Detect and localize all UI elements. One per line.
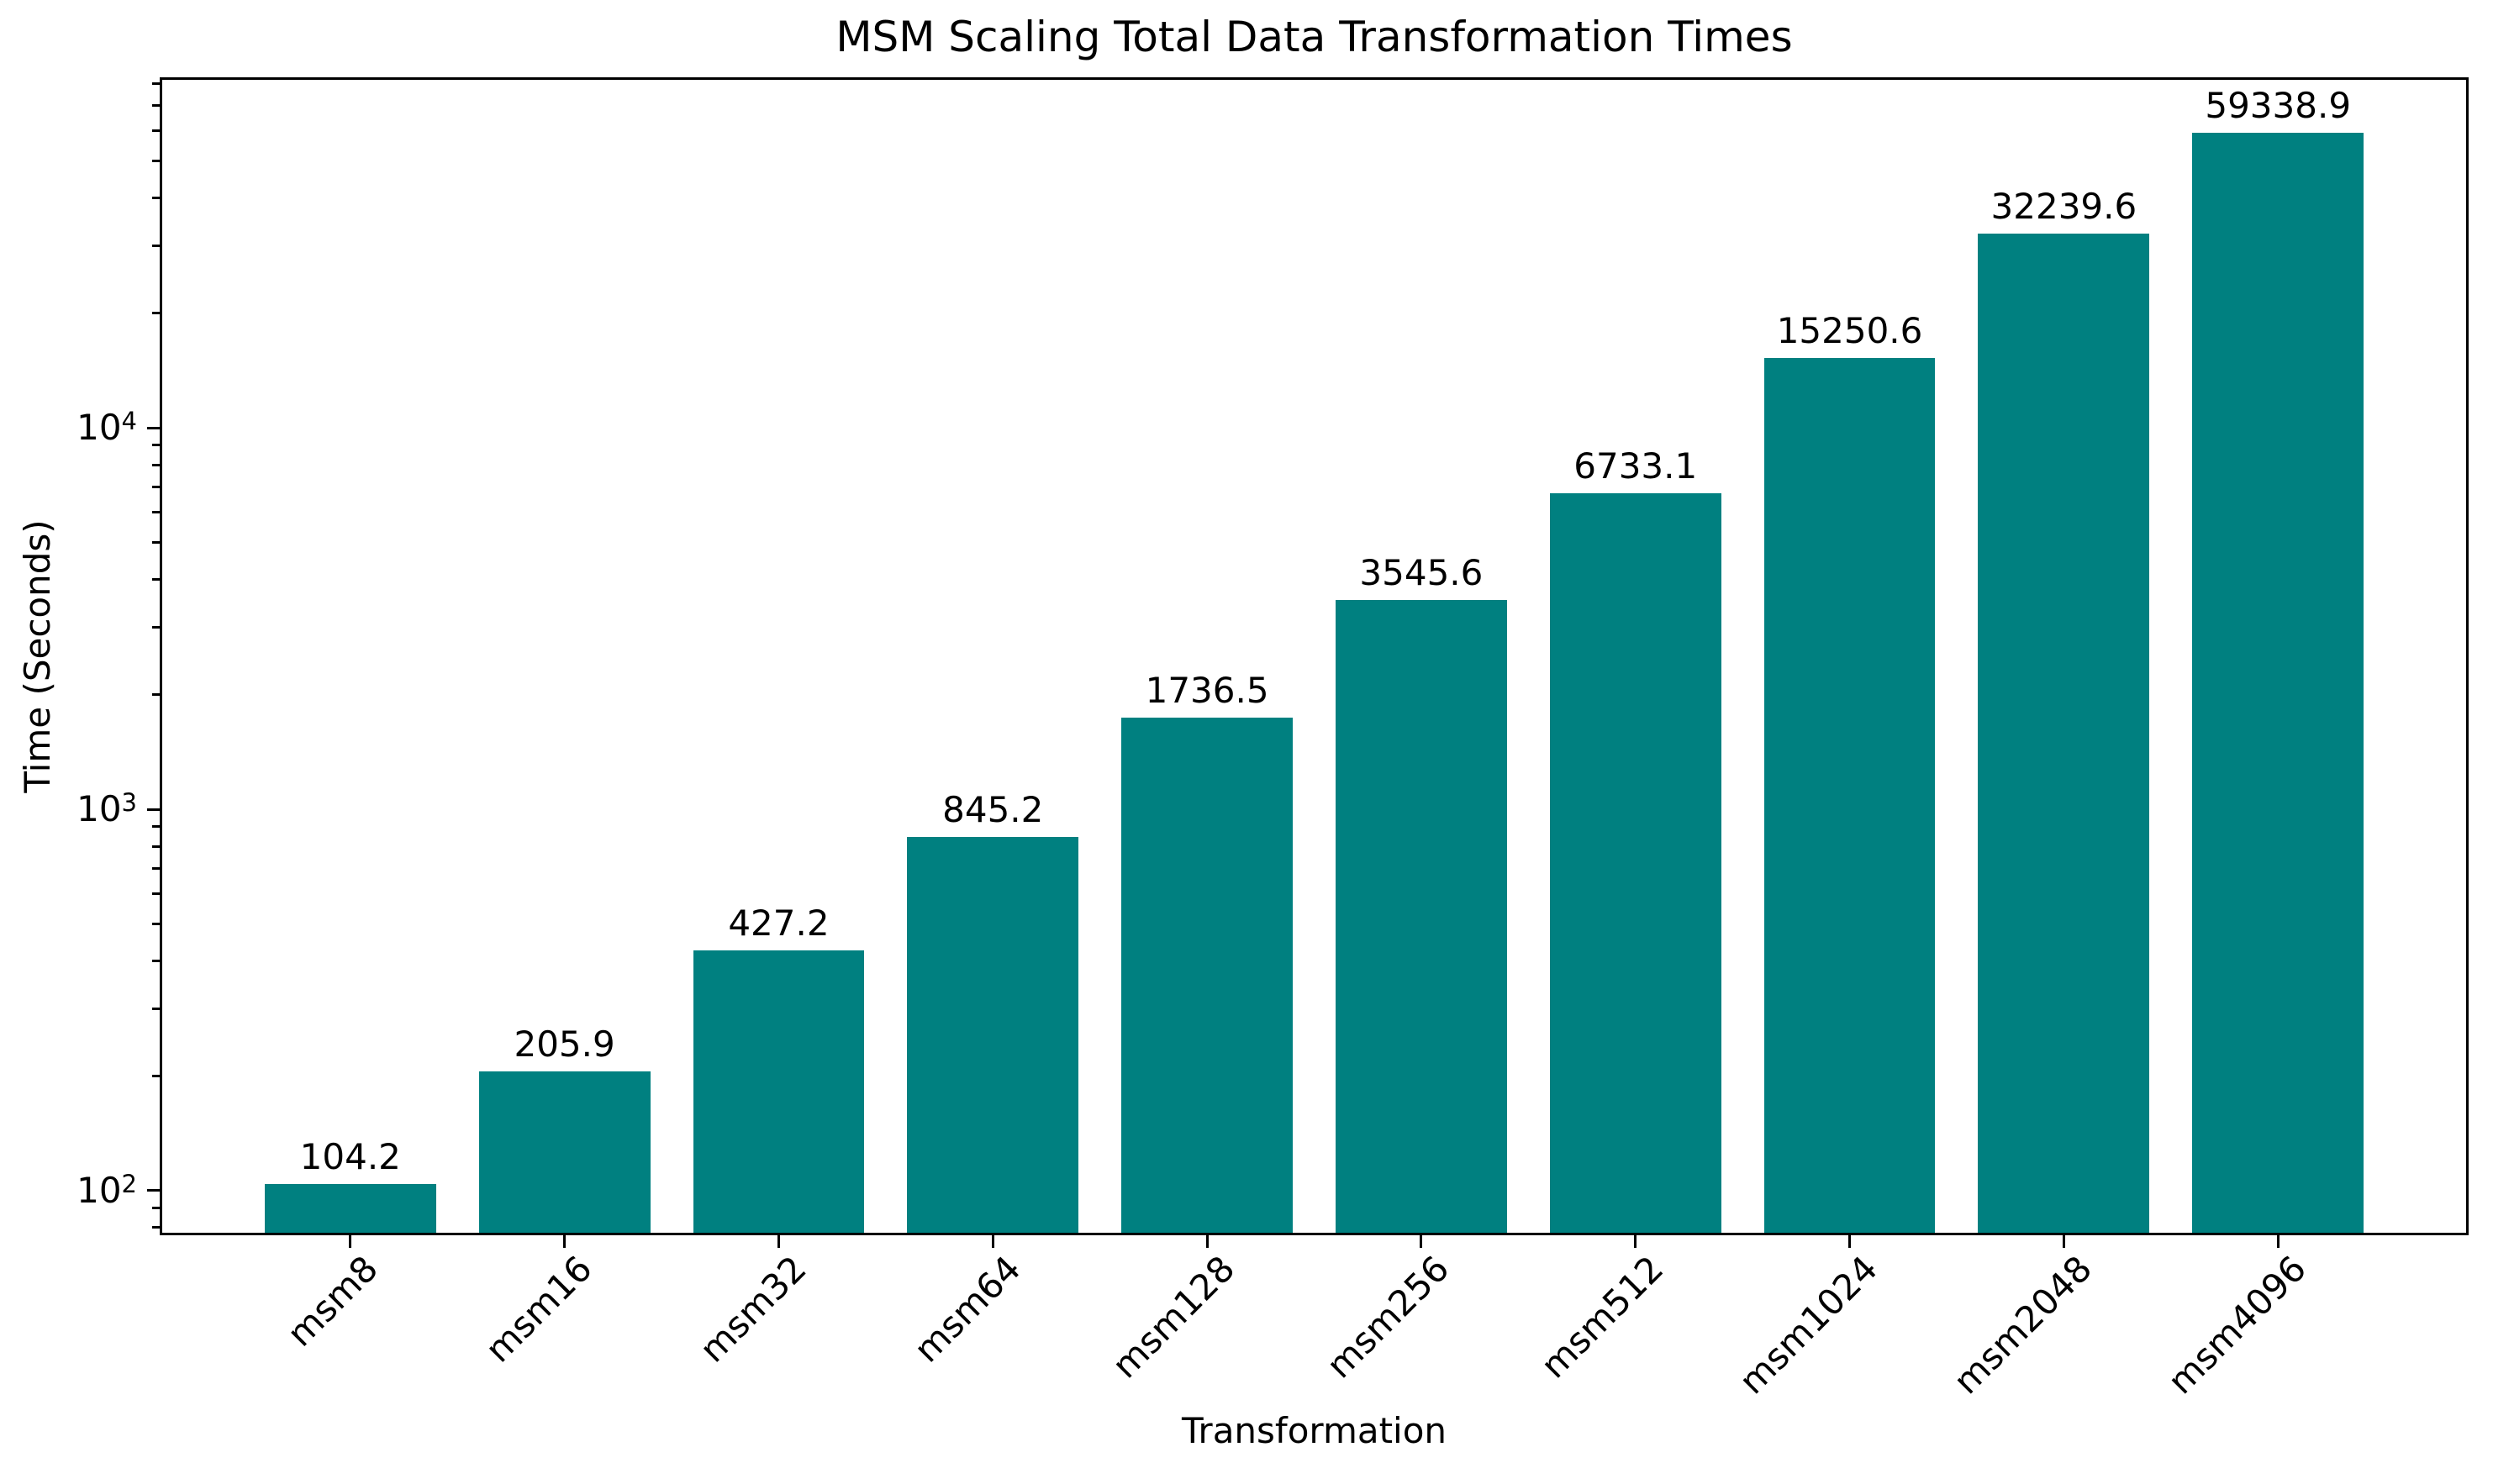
x-tick: [2276, 1235, 2280, 1248]
bar: [1549, 493, 1721, 1235]
y-tick-minor: [152, 578, 160, 581]
y-tick-minor: [152, 692, 160, 696]
x-tick: [1420, 1235, 1423, 1248]
y-tick-exponent: 3: [121, 788, 137, 818]
x-tick-label: msm256: [1318, 1247, 1457, 1387]
bar-value-label: 205.9: [514, 1023, 615, 1065]
chart-title: MSM Scaling Total Data Transformation Ti…: [835, 13, 1793, 61]
y-tick-major: [147, 808, 160, 811]
y-tick-minor: [152, 1226, 160, 1229]
x-tick-label: msm1024: [1731, 1247, 1886, 1402]
x-tick: [1634, 1235, 1637, 1248]
bar-value-label: 6733.1: [1573, 445, 1698, 487]
bar-value-label: 3545.6: [1359, 551, 1484, 593]
x-tick-label: msm32: [692, 1247, 814, 1371]
bar-value-label: 1736.5: [1145, 670, 1269, 712]
bar: [1763, 357, 1936, 1235]
y-tick-minor: [152, 82, 160, 85]
y-tick-major: [147, 426, 160, 429]
y-tick-minor: [152, 1207, 160, 1210]
bar-value-label: 32239.6: [1990, 186, 2137, 228]
x-tick-label: msm16: [477, 1247, 601, 1371]
bar-value-label: 427.2: [728, 902, 830, 944]
y-tick-minor: [152, 1074, 160, 1077]
x-tick: [991, 1235, 994, 1248]
x-tick-label: msm64: [906, 1247, 1029, 1371]
x-tick-label: msm4096: [2159, 1247, 2314, 1402]
bar-value-label: 845.2: [942, 789, 1044, 831]
bar: [907, 837, 1079, 1235]
y-tick-exponent: 2: [121, 1169, 137, 1198]
x-tick: [777, 1235, 780, 1248]
y-tick-label: 102: [76, 1169, 137, 1211]
bar: [1978, 234, 2150, 1235]
bar: [1121, 718, 1293, 1235]
y-tick-minor: [152, 129, 160, 133]
bar-value-label: 104.2: [299, 1135, 401, 1177]
y-tick-minor: [152, 160, 160, 163]
y-tick-minor: [152, 511, 160, 514]
bar-value-label: 59338.9: [2205, 85, 2352, 127]
bar: [2192, 133, 2364, 1235]
y-tick-minor: [152, 625, 160, 629]
y-tick-minor: [152, 541, 160, 545]
y-tick-exponent: 4: [121, 407, 137, 436]
y-tick-minor: [152, 960, 160, 963]
x-axis-label: Transformation: [1181, 1410, 1447, 1451]
y-tick-major: [147, 1189, 160, 1192]
x-tick-label: msm512: [1532, 1247, 1672, 1387]
y-tick-minor: [152, 485, 160, 488]
y-tick-minor: [152, 245, 160, 248]
y-tick-minor: [152, 825, 160, 829]
y-tick-label: 103: [76, 788, 137, 830]
y-tick-minor: [152, 104, 160, 108]
y-tick-minor: [152, 197, 160, 200]
x-tick-label: msm8: [279, 1247, 387, 1355]
x-tick: [1848, 1235, 1852, 1248]
bar: [478, 1071, 651, 1235]
y-tick-minor: [152, 1007, 160, 1010]
bar: [264, 1183, 436, 1235]
bar: [693, 950, 865, 1235]
x-tick-label: msm128: [1104, 1247, 1243, 1387]
y-tick-minor: [152, 463, 160, 466]
y-tick-minor: [152, 866, 160, 870]
y-tick-minor: [152, 444, 160, 447]
y-axis-label: Time (Seconds): [17, 519, 58, 793]
bar-value-label: 15250.6: [1776, 309, 1923, 351]
y-tick-minor: [152, 923, 160, 926]
x-tick: [349, 1235, 352, 1248]
y-tick-label: 104: [76, 407, 137, 449]
bar: [1335, 599, 1507, 1235]
x-tick: [1205, 1235, 1209, 1248]
y-tick-minor: [152, 892, 160, 896]
x-tick: [2062, 1235, 2065, 1248]
y-tick-minor: [152, 312, 160, 315]
x-tick-label: msm2048: [1945, 1247, 2100, 1402]
y-tick-minor: [152, 845, 160, 848]
x-tick: [563, 1235, 567, 1248]
